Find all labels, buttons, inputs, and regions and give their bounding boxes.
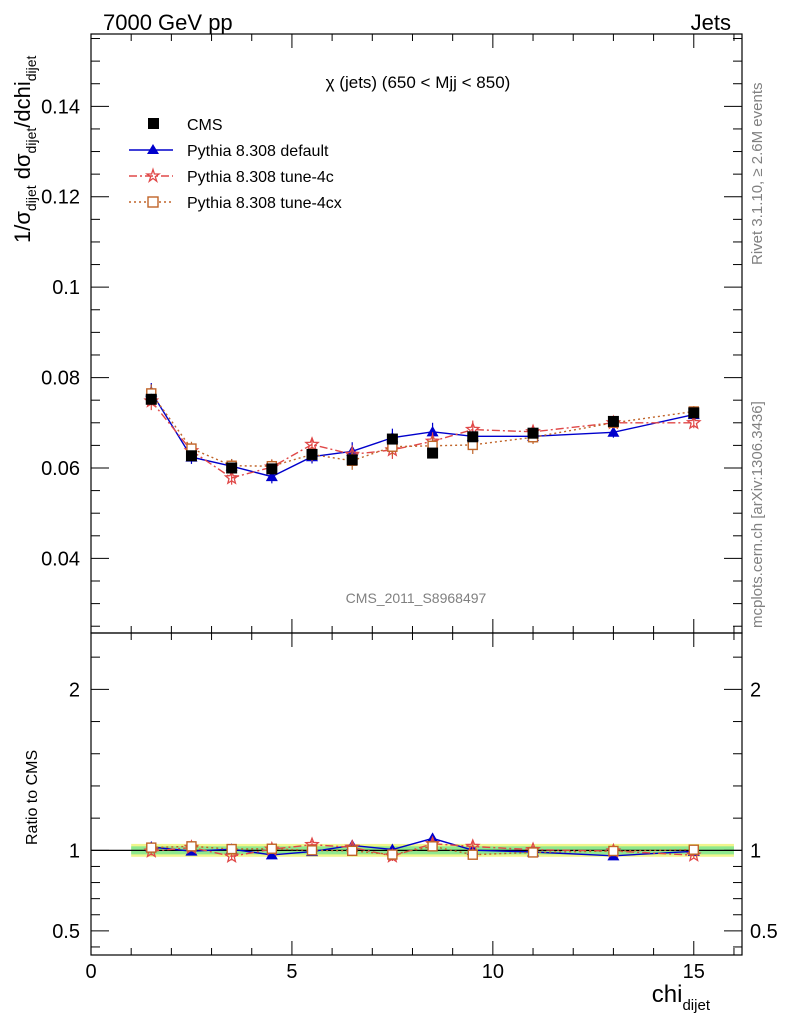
legend-marker-default bbox=[147, 144, 159, 154]
ratio-plot-frame bbox=[90, 632, 743, 956]
legend-marker-tune-4cx bbox=[147, 196, 159, 208]
data-point-cms bbox=[467, 431, 479, 443]
ratio-point-pythia-8-308-tune-4c bbox=[464, 838, 481, 854]
legend: CMS Pythia 8.308 default Pythia 8.308 tu… bbox=[129, 117, 342, 212]
ratio-point-pythia-8-308-tune-4cx bbox=[387, 849, 398, 860]
data-point-cms bbox=[527, 427, 539, 439]
ratio-y-tick-label: 0.5 bbox=[52, 921, 80, 943]
ratio-plot-ticks: 0.5 0.5 1 1 2 2 bbox=[52, 633, 778, 955]
y-tick-label: 0.14 bbox=[41, 96, 80, 118]
ratio-point-pythia-8-308-tune-4cx bbox=[688, 844, 699, 855]
x-tick-label: 0 bbox=[85, 961, 96, 983]
plot-title: χ (jets) (650 < Mjj < 850) bbox=[326, 73, 511, 92]
main-plot-ticks: 0.04 0.06 0.08 0.1 0.12 0.14 bbox=[41, 34, 742, 633]
ratio-point-pythia-8-308-tune-4cx bbox=[347, 845, 358, 857]
y-tick-label: 0.12 bbox=[41, 187, 80, 209]
data-point-cms bbox=[427, 447, 439, 459]
y-tick-label: 0.1 bbox=[52, 277, 80, 299]
legend-marker-tune-4c bbox=[145, 167, 161, 183]
ratio-y-tick-label-right: 2 bbox=[750, 679, 761, 701]
ratio-point-pythia-8-308-tune-4cx bbox=[608, 845, 619, 857]
data-point-pythia-8-308-default bbox=[607, 426, 620, 437]
ratio-y-tick-label-right: 1 bbox=[750, 840, 761, 862]
analysis-watermark: CMS_2011_S8968497 bbox=[346, 590, 487, 606]
y-axis-label-part: dσ bbox=[10, 153, 35, 185]
ratio-point-pythia-8-308-tune-4cx bbox=[226, 843, 237, 855]
series-line-pythia-8-308-tune-4c bbox=[150, 400, 694, 479]
ratio-line-pythia-8-308-tune-4c bbox=[151, 842, 694, 858]
ratio-y-tick-label: 1 bbox=[69, 840, 80, 862]
data-point-cms bbox=[346, 454, 358, 466]
y-axis-label-sub: dijet bbox=[23, 55, 39, 81]
data-point-cms bbox=[226, 462, 238, 474]
data-point-pythia-8-308-tune-4c bbox=[304, 436, 320, 452]
data-point-pythia-8-308-tune-4c bbox=[685, 414, 702, 430]
data-point-cms bbox=[306, 448, 318, 460]
ratio-point-pythia-8-308-tune-4cx bbox=[467, 849, 478, 860]
ratio-plot-panel: 0.5 0.5 1 1 2 2 Ratio to CMS bbox=[24, 632, 778, 956]
series-line-pythia-8-308-tune-4cx bbox=[150, 392, 694, 467]
y-axis-label-part: /dchi bbox=[10, 81, 35, 127]
ratio-y-axis-label: Ratio to CMS bbox=[24, 750, 41, 845]
ratio-point-pythia-8-308-tune-4cx bbox=[266, 843, 278, 854]
x-axis-label-sub: dijet bbox=[682, 997, 710, 1014]
legend-marker-cms bbox=[148, 118, 159, 129]
y-axis-label-sub: dijet bbox=[23, 185, 39, 211]
y-tick-label: 0.06 bbox=[41, 458, 80, 480]
data-point-cms bbox=[145, 393, 157, 405]
data-point-cms bbox=[266, 463, 278, 475]
ratio-point-pythia-8-308-tune-4cx bbox=[427, 841, 438, 852]
ratio-line-pythia-8-308-tune-4cx bbox=[151, 845, 694, 856]
ratio-point-pythia-8-308-default bbox=[265, 848, 278, 860]
ratio-y-tick-label-right: 0.5 bbox=[750, 921, 778, 943]
ratio-point-pythia-8-308-tune-4cx bbox=[306, 845, 318, 856]
legend-label-cms: CMS bbox=[187, 117, 223, 134]
legend-label-tune-4cx: Pythia 8.308 tune-4cx bbox=[187, 195, 342, 212]
ratio-point-pythia-8-308-tune-4cx bbox=[186, 841, 197, 852]
header-left: 7000 GeV pp bbox=[103, 10, 233, 35]
data-point-cms bbox=[607, 415, 619, 427]
ratio-plot-series bbox=[143, 832, 702, 864]
data-point-pythia-8-308-default bbox=[265, 470, 278, 482]
y-axis-label-part: 1/σ bbox=[10, 211, 35, 243]
data-point-cms bbox=[185, 450, 197, 462]
x-tick-label: 15 bbox=[683, 961, 705, 983]
x-tick-labels: 0 5 10 15 bbox=[85, 961, 704, 983]
rivet-label: Rivet 3.1.10, ≥ 2.6M events bbox=[749, 83, 766, 266]
legend-label-default: Pythia 8.308 default bbox=[187, 143, 329, 160]
ratio-point-pythia-8-308-tune-4cx bbox=[146, 842, 157, 853]
y-axis-label-sub: dijet bbox=[23, 128, 39, 154]
ratio-y-tick-label: 2 bbox=[69, 679, 80, 701]
x-axis-label-main: chi bbox=[652, 981, 683, 1008]
y-tick-label: 0.08 bbox=[41, 368, 80, 390]
header-right: Jets bbox=[691, 10, 731, 35]
x-tick-label: 5 bbox=[286, 961, 297, 983]
data-point-cms bbox=[386, 433, 398, 445]
ratio-line-pythia-8-308-default bbox=[151, 837, 694, 857]
data-point-pythia-8-308-default bbox=[426, 425, 439, 437]
mcplots-label: mcplots.cern.ch [arXiv:1306.3436] bbox=[749, 401, 766, 628]
main-plot-panel: 0.04 0.06 0.08 0.1 0.12 0.14 χ (jets) (650 < … bbox=[10, 33, 743, 634]
legend-label-tune-4c: Pythia 8.308 tune-4c bbox=[187, 169, 334, 186]
series-line-pythia-8-308-default bbox=[150, 391, 694, 478]
main-plot-series bbox=[143, 383, 702, 485]
y-axis-label: 1/σdijet dσdijet/dchidijet bbox=[10, 55, 39, 243]
y-tick-label: 0.04 bbox=[41, 548, 80, 570]
data-point-cms bbox=[688, 407, 700, 419]
x-axis-label: chidijet bbox=[652, 981, 711, 1014]
x-tick-label: 10 bbox=[482, 961, 504, 983]
data-point-pythia-8-308-tune-4c bbox=[223, 469, 240, 485]
ratio-point-pythia-8-308-tune-4cx bbox=[527, 847, 539, 858]
